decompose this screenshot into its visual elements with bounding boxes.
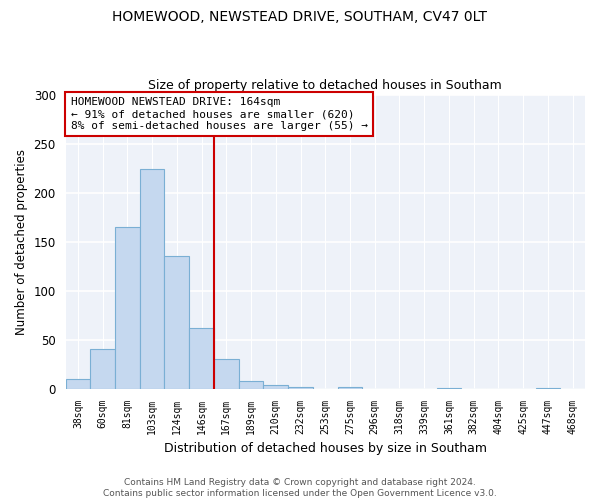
Bar [288, 386, 313, 388]
Bar [115, 227, 140, 388]
Bar [239, 381, 263, 388]
Title: Size of property relative to detached houses in Southam: Size of property relative to detached ho… [148, 79, 502, 92]
Bar [90, 350, 115, 389]
Bar [338, 386, 362, 388]
Text: HOMEWOOD, NEWSTEAD DRIVE, SOUTHAM, CV47 0LT: HOMEWOOD, NEWSTEAD DRIVE, SOUTHAM, CV47 … [113, 10, 487, 24]
Text: Contains HM Land Registry data © Crown copyright and database right 2024.
Contai: Contains HM Land Registry data © Crown c… [103, 478, 497, 498]
Text: HOMEWOOD NEWSTEAD DRIVE: 164sqm
← 91% of detached houses are smaller (620)
8% of: HOMEWOOD NEWSTEAD DRIVE: 164sqm ← 91% of… [71, 98, 368, 130]
Bar [214, 360, 239, 388]
Bar [65, 379, 90, 388]
Bar [164, 256, 189, 388]
Bar [140, 169, 164, 388]
X-axis label: Distribution of detached houses by size in Southam: Distribution of detached houses by size … [164, 442, 487, 455]
Y-axis label: Number of detached properties: Number of detached properties [15, 148, 28, 334]
Bar [263, 385, 288, 388]
Bar [189, 328, 214, 388]
